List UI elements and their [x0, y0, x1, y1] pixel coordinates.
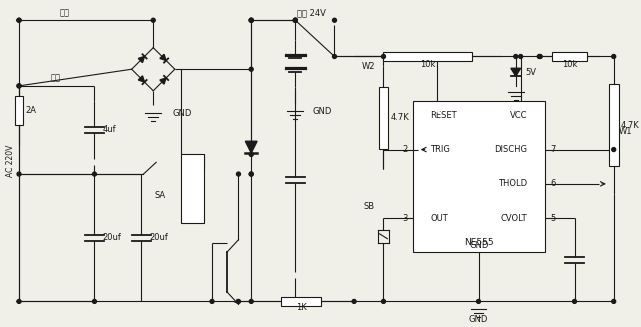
Text: GND: GND — [469, 315, 488, 323]
Circle shape — [249, 18, 253, 22]
Circle shape — [538, 55, 542, 59]
Text: THOLD: THOLD — [498, 179, 528, 188]
Text: 6: 6 — [550, 179, 556, 188]
Circle shape — [17, 172, 21, 176]
Circle shape — [381, 55, 385, 59]
Text: 20uf: 20uf — [103, 233, 121, 242]
Circle shape — [333, 18, 337, 22]
Circle shape — [434, 105, 441, 112]
Text: SB: SB — [363, 202, 374, 211]
Text: GND: GND — [173, 109, 192, 118]
Bar — [609, 84, 619, 166]
Bar — [281, 297, 321, 306]
Circle shape — [352, 300, 356, 303]
Circle shape — [381, 300, 385, 303]
Circle shape — [249, 67, 253, 71]
Text: 电池 24V: 电池 24V — [297, 8, 326, 17]
Circle shape — [612, 300, 615, 303]
Text: 火线: 火线 — [50, 74, 60, 82]
Circle shape — [294, 18, 297, 22]
Text: 3: 3 — [403, 214, 408, 223]
Circle shape — [294, 18, 297, 22]
Bar — [181, 154, 204, 223]
Text: 4.7K: 4.7K — [620, 121, 639, 129]
Bar — [552, 52, 587, 61]
Circle shape — [249, 172, 253, 176]
Text: 1K: 1K — [296, 303, 306, 312]
Polygon shape — [511, 68, 520, 76]
Text: OUT: OUT — [431, 214, 448, 223]
Text: RESET: RESET — [431, 111, 457, 120]
Circle shape — [92, 300, 96, 303]
Text: 2A: 2A — [25, 106, 37, 115]
Circle shape — [210, 300, 214, 303]
Circle shape — [519, 55, 522, 59]
Text: W1: W1 — [619, 128, 632, 136]
Circle shape — [92, 172, 96, 176]
Polygon shape — [160, 54, 166, 60]
Circle shape — [572, 300, 576, 303]
Circle shape — [249, 152, 253, 156]
Circle shape — [237, 300, 240, 303]
Text: W2: W2 — [362, 62, 376, 71]
Text: GND: GND — [313, 107, 332, 116]
Bar — [383, 52, 472, 61]
Polygon shape — [138, 76, 145, 82]
Text: 2: 2 — [403, 145, 408, 154]
Text: TRIG: TRIG — [431, 145, 451, 154]
Circle shape — [151, 18, 155, 22]
Bar — [413, 101, 545, 252]
Polygon shape — [246, 141, 257, 153]
Text: 零线: 零线 — [60, 8, 70, 17]
Circle shape — [249, 18, 253, 22]
Circle shape — [294, 18, 297, 22]
Polygon shape — [138, 56, 145, 62]
Circle shape — [612, 147, 615, 151]
Circle shape — [17, 84, 21, 88]
Circle shape — [17, 18, 21, 22]
Circle shape — [237, 172, 240, 176]
Text: 4.7K: 4.7K — [390, 113, 409, 122]
Text: 10k: 10k — [420, 60, 435, 69]
Circle shape — [17, 84, 21, 88]
Circle shape — [249, 300, 253, 303]
Circle shape — [249, 18, 253, 22]
Text: 5V: 5V — [525, 68, 536, 77]
Text: VCC: VCC — [510, 111, 528, 120]
Text: 20uf: 20uf — [149, 233, 168, 242]
Circle shape — [476, 300, 481, 303]
Circle shape — [333, 55, 337, 59]
Bar — [379, 87, 388, 148]
Text: 5: 5 — [551, 214, 556, 223]
Bar — [15, 96, 23, 125]
Text: AC 220V: AC 220V — [6, 145, 15, 177]
Text: 4uf: 4uf — [103, 126, 116, 134]
Text: NE555: NE555 — [464, 238, 494, 247]
Polygon shape — [160, 78, 166, 84]
Circle shape — [17, 300, 21, 303]
Text: GND: GND — [469, 241, 488, 250]
Text: DISCHG: DISCHG — [494, 145, 528, 154]
Text: CVOLT: CVOLT — [501, 214, 528, 223]
Circle shape — [249, 172, 253, 176]
Circle shape — [514, 55, 518, 59]
Text: 10k: 10k — [562, 60, 578, 69]
Text: SA: SA — [154, 191, 165, 200]
Circle shape — [612, 55, 615, 59]
Text: 7: 7 — [550, 145, 556, 154]
Circle shape — [537, 55, 541, 59]
Circle shape — [17, 18, 21, 22]
